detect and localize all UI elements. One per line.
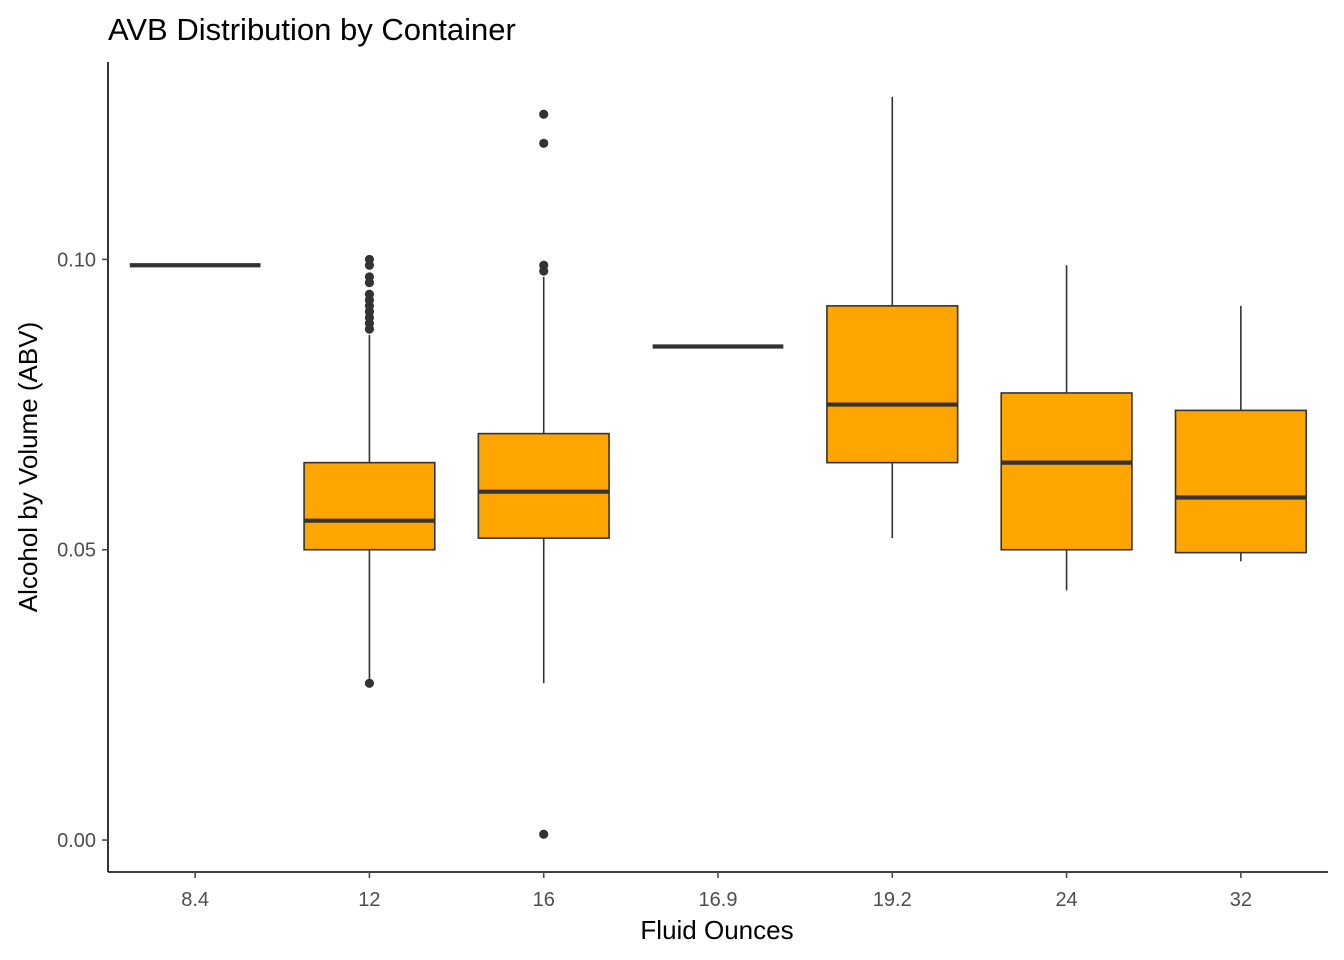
- x-tick-label: 32: [1230, 889, 1252, 911]
- box-body: [1174, 409, 1308, 554]
- box-body: [826, 305, 959, 464]
- outlier-point: [364, 272, 375, 282]
- outlier-point: [364, 289, 375, 299]
- box-32: [1174, 305, 1308, 562]
- outlier-point: [539, 138, 549, 148]
- box-19-2: [826, 96, 959, 539]
- box-body: [1000, 392, 1133, 551]
- x-tick-label: 16.9: [699, 889, 738, 911]
- x-tick-label: 24: [1055, 889, 1077, 911]
- box-16: [477, 109, 610, 839]
- box-body: [477, 432, 610, 539]
- chart-title: AVB Distribution by Container: [108, 12, 516, 47]
- x-tick-label: 8.4: [181, 889, 209, 911]
- y-tick-label: 0.05: [57, 540, 96, 562]
- x-tick-label: 19.2: [873, 889, 912, 911]
- x-tick-label: 16: [533, 889, 555, 911]
- box-body: [303, 461, 436, 551]
- y-axis-title: Alcohol by Volume (ABV): [13, 322, 43, 612]
- y-tick-label: 0.00: [57, 830, 96, 852]
- outlier-point: [539, 829, 549, 839]
- outlier-point: [539, 109, 549, 119]
- y-tick-label: 0.10: [57, 249, 96, 271]
- outlier-point: [539, 260, 549, 270]
- outlier-point: [364, 678, 375, 688]
- x-axis-title: Fluid Ounces: [640, 915, 793, 945]
- box-12: [303, 254, 436, 688]
- axes: 0.00 0.05 0.10 8.4 12 16 16.9 19.2 24 32: [57, 62, 1328, 911]
- plot-area: [129, 96, 1308, 839]
- box-24: [1000, 265, 1133, 591]
- x-tick-label: 12: [358, 889, 380, 911]
- outlier-point: [364, 254, 375, 265]
